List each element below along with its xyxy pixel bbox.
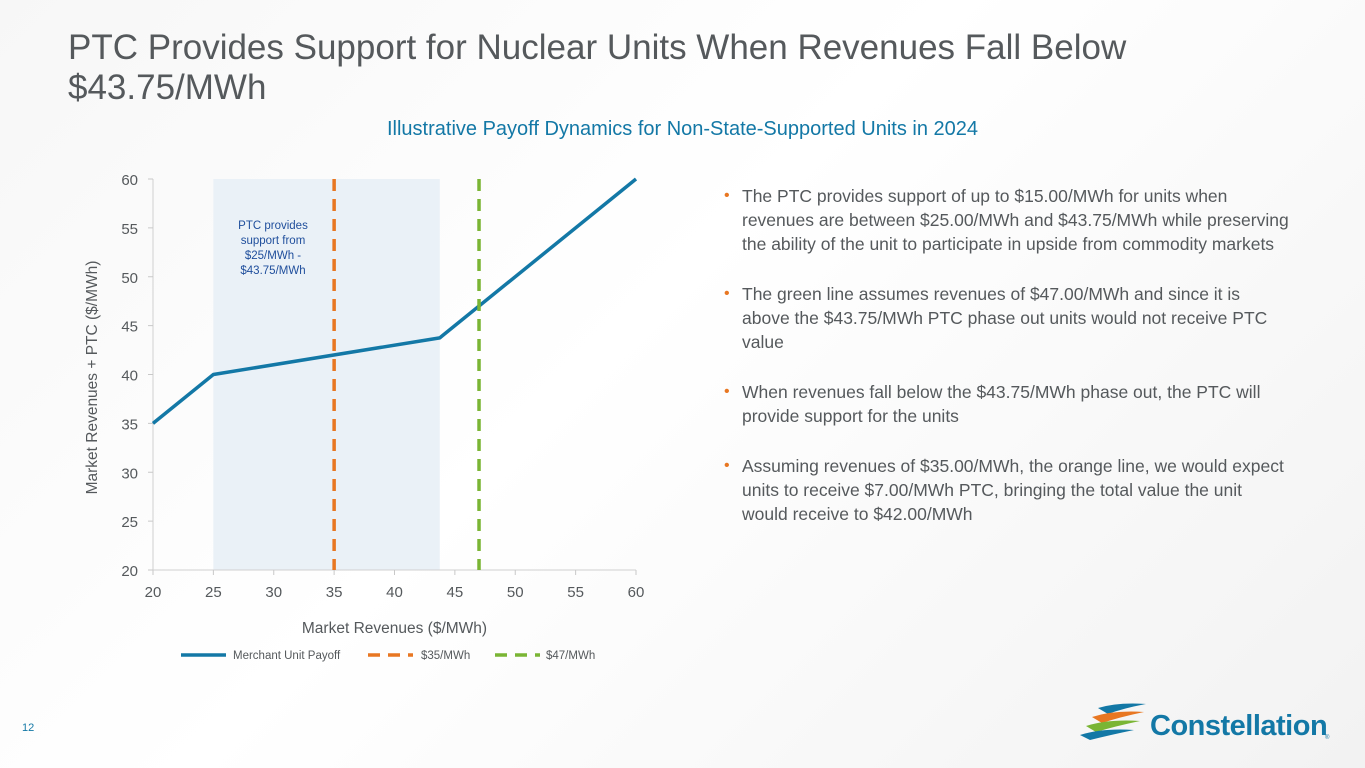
y-tick-label: 30 (121, 465, 138, 482)
x-tick-label: 50 (507, 584, 524, 601)
y-tick-label: 45 (121, 319, 138, 336)
bullet-text: When revenues fall below the $43.75/MWh … (742, 382, 1261, 426)
bullet-list: • The PTC provides support of up to $15.0… (722, 184, 1292, 552)
ptc-support-region (213, 179, 440, 570)
bullet-icon: • (724, 457, 730, 474)
x-tick-label: 40 (386, 584, 403, 601)
logo-text: Constellation (1150, 710, 1328, 742)
y-tick-label: 50 (121, 270, 138, 287)
page-title: PTC Provides Support for Nuclear Units W… (68, 28, 1127, 107)
bullet-item: • Assuming revenues of $35.00/MWh, the or… (722, 454, 1292, 526)
bullet-text: The green line assumes revenues of $47.0… (742, 284, 1268, 352)
y-tick-label: 55 (121, 221, 138, 238)
y-tick-label: 20 (121, 563, 138, 580)
bullet-item: • The green line assumes revenues of $47.… (722, 282, 1292, 354)
y-tick-label: 35 (121, 416, 138, 433)
bullet-text: Assuming revenues of $35.00/MWh, the ora… (742, 456, 1284, 524)
constellation-logo: Constellation ® (1080, 700, 1340, 750)
bullet-icon: • (724, 187, 730, 204)
y-axis-label: Market Revenues + PTC ($/MWh) (84, 261, 101, 495)
x-tick-label: 45 (447, 584, 464, 601)
y-tick-label: 40 (121, 368, 138, 385)
constellation-swoosh-icon (1080, 703, 1146, 740)
bullet-item: • The PTC provides support of up to $15.0… (722, 184, 1292, 256)
page-number: 12 (22, 722, 35, 734)
logo-registered-mark: ® (1325, 735, 1330, 741)
x-axis-label: Market Revenues ($/MWh) (302, 620, 487, 637)
legend-label: Merchant Unit Payoff (233, 650, 341, 662)
x-tick-label: 60 (628, 584, 645, 601)
bullet-item: • When revenues fall below the $43.75/MWh… (722, 380, 1292, 428)
x-tick-label: 25 (205, 584, 222, 601)
y-tick-label: 60 (121, 172, 138, 189)
bullet-icon: • (724, 285, 730, 302)
y-tick-label: 25 (121, 514, 138, 531)
bullet-text: The PTC provides support of up to $15.00… (742, 186, 1289, 254)
ptc-region-label: PTC provides support from $25/MWh -$43.75/… (238, 220, 308, 277)
x-tick-label: 35 (326, 584, 343, 601)
chart-subtitle: Illustrative Payoff Dynamics for Non-Sta… (386, 118, 979, 140)
payoff-chart: PTC provides support from $25/MWh -$43.75/… (84, 172, 645, 662)
bullet-icon: • (724, 383, 730, 400)
x-tick-label: 20 (145, 584, 162, 601)
x-tick-label: 30 (265, 584, 282, 601)
legend-label: $47/MWh (546, 650, 595, 662)
x-tick-label: 55 (567, 584, 584, 601)
legend-label: $35/MWh (421, 650, 470, 662)
series-line-merchant-unit-payoff (151, 177, 638, 425)
